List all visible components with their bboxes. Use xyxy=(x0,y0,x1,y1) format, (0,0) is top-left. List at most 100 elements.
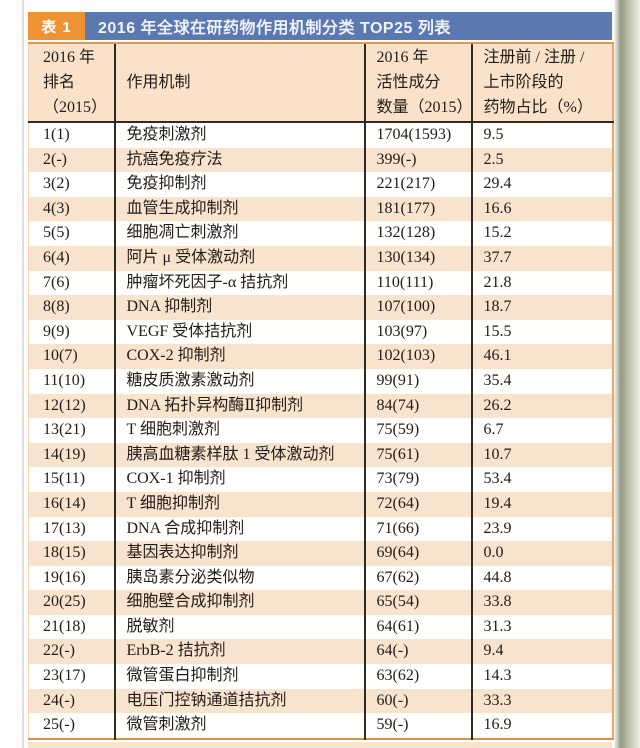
header-rank: 2016 年 排名 （2015） xyxy=(28,42,115,123)
rank-cell: 7(6) xyxy=(43,273,70,291)
table-row: 10(7) COX-2 抑制剂 102(103) 46.1 xyxy=(28,344,613,369)
rank-cell: 9(9) xyxy=(43,322,70,340)
count-cell: 110(111) xyxy=(363,270,472,296)
mechanism-cell: 胰高血糖素样肽 1 受体激动剂 xyxy=(113,442,365,468)
count-cell: 99(91) xyxy=(363,368,472,394)
header-count: 2016 年 活性成分 数量（2015） xyxy=(363,42,473,123)
table-row: 9(9) VEGF 受体拮抗剂 103(97) 15.5 xyxy=(28,319,613,345)
count-cell: 72(64) xyxy=(363,491,472,517)
share-cell: 21.8 xyxy=(470,270,613,296)
count-cell: 221(217) xyxy=(363,172,472,197)
share-cell: 16.6 xyxy=(470,196,613,222)
rank-cell: 16(14) xyxy=(43,494,86,512)
rank-cell: 3(2) xyxy=(43,175,70,193)
count-cell: 132(128) xyxy=(363,221,472,246)
count-cell: 64(61) xyxy=(363,614,472,640)
mechanism-cell: 微管蛋白抑制剂 xyxy=(113,664,365,689)
table-row: 15(11) COX-1 抑制剂 73(79) 53.4 xyxy=(28,467,613,492)
rank-cell: 2(-) xyxy=(43,150,67,168)
table-row: 1(1) 免疫刺激剂 1704(1593) 9.5 xyxy=(28,122,613,148)
cutoff-next-row-strip xyxy=(28,742,612,748)
rank-cell: 15(11) xyxy=(43,470,86,488)
count-cell: 65(54) xyxy=(363,590,472,615)
mechanism-cell: COX-1 抑制剂 xyxy=(113,467,365,492)
share-cell: 6.7 xyxy=(470,418,613,443)
mechanism-cell: 电压门控钠通道拮抗剂 xyxy=(113,688,365,714)
count-cell: 399(-) xyxy=(363,147,472,173)
table-row: 18(15) 基因表达抑制剂 69(64) 0.0 xyxy=(28,541,613,566)
count-cell: 75(59) xyxy=(363,418,472,443)
share-cell: 18.7 xyxy=(470,295,613,320)
mechanism-cell: COX-2 抑制剂 xyxy=(113,344,365,369)
table-row: 16(14) T 细胞抑制剂 72(64) 19.4 xyxy=(28,491,613,517)
header-share: 注册前 / 注册 / 上市阶段的 药物占比（%） xyxy=(470,42,613,123)
count-cell: 1704(1593) xyxy=(363,122,472,148)
table-row: 17(13) DNA 合成抑制剂 71(66) 23.9 xyxy=(28,516,613,542)
rank-cell: 23(17) xyxy=(43,667,86,685)
page-edge-left xyxy=(22,0,24,748)
rank-cell: 5(5) xyxy=(43,224,70,242)
share-cell: 16.9 xyxy=(470,713,613,739)
table-row: 14(19) 胰高血糖素样肽 1 受体激动剂 75(61) 10.7 xyxy=(28,442,613,468)
table-row: 6(4) 阿片 μ 受体激动剂 130(134) 37.7 xyxy=(28,245,613,271)
count-cell: 102(103) xyxy=(363,344,472,369)
data-table-wrapper: 2016 年 排名 （2015） 作用机制 2016 年 活性成分 数量（201… xyxy=(28,42,614,740)
mechanism-cell: VEGF 受体拮抗剂 xyxy=(113,319,365,345)
count-cell: 130(134) xyxy=(363,245,472,271)
mechanism-cell: DNA 合成抑制剂 xyxy=(113,516,365,542)
page-edge-right xyxy=(614,0,640,748)
table-title: 2016 年全球在研药物作用机制分类 TOP25 列表 xyxy=(85,12,612,40)
table-body: 1(1) 免疫刺激剂 1704(1593) 9.5 2(-) 抗癌免疫疗法 399(-) 2.… xyxy=(28,122,613,739)
mechanism-cell: 血管生成抑制剂 xyxy=(113,196,365,222)
count-cell: 181(177) xyxy=(363,196,472,222)
count-cell: 75(61) xyxy=(363,442,472,468)
table-row: 5(5) 细胞凋亡刺激剂 132(128) 15.2 xyxy=(28,221,613,246)
share-cell: 19.4 xyxy=(470,491,613,517)
top25-mechanism-table: 2016 年 排名 （2015） 作用机制 2016 年 活性成分 数量（201… xyxy=(28,42,614,740)
table-row: 4(3) 血管生成抑制剂 181(177) 16.6 xyxy=(28,196,613,222)
mechanism-cell: 基因表达抑制剂 xyxy=(113,541,365,566)
table-row: 12(12) DNA 拓扑异构酶Ⅱ抑制剂 84(74) 26.2 xyxy=(28,393,613,419)
count-cell: 64(-) xyxy=(363,639,472,665)
rank-cell: 19(16) xyxy=(43,568,86,586)
mechanism-cell: 抗癌免疫疗法 xyxy=(113,147,365,173)
rank-cell: 12(12) xyxy=(43,396,86,414)
share-cell: 35.4 xyxy=(470,368,613,394)
share-cell: 37.7 xyxy=(470,245,613,271)
count-cell: 107(100) xyxy=(363,295,472,320)
share-cell: 0.0 xyxy=(470,541,613,566)
rank-cell: 18(15) xyxy=(43,544,86,562)
rank-cell: 24(-) xyxy=(43,691,75,709)
table-number-badge: 表 1 xyxy=(28,12,85,40)
mechanism-cell: 免疫刺激剂 xyxy=(113,122,365,148)
share-cell: 15.2 xyxy=(470,221,613,246)
count-cell: 84(74) xyxy=(363,393,472,419)
table-row: 22(-) ErbB-2 拮抗剂 64(-) 9.4 xyxy=(28,639,613,665)
table-row: 23(17) 微管蛋白抑制剂 63(62) 14.3 xyxy=(28,664,613,689)
rank-cell: 17(13) xyxy=(43,519,86,537)
rank-cell: 6(4) xyxy=(43,248,70,266)
table-title-bar: 表 1 2016 年全球在研药物作用机制分类 TOP25 列表 xyxy=(28,12,612,40)
mechanism-cell: 胰岛素分泌类似物 xyxy=(113,565,365,591)
rank-cell: 1(1) xyxy=(43,126,70,143)
mechanism-cell: 肿瘤坏死因子-α 拮抗剂 xyxy=(113,270,365,296)
rank-cell: 4(3) xyxy=(43,199,70,217)
count-cell: 59(-) xyxy=(363,713,472,739)
table-row: 11(10) 糖皮质激素激动剂 99(91) 35.4 xyxy=(28,368,613,394)
table-row: 2(-) 抗癌免疫疗法 399(-) 2.5 xyxy=(28,147,613,173)
mechanism-cell: DNA 抑制剂 xyxy=(113,295,365,320)
rank-cell: 10(7) xyxy=(43,347,78,365)
rank-cell: 13(21) xyxy=(43,421,86,439)
share-cell: 23.9 xyxy=(470,516,613,542)
mechanism-cell: T 细胞抑制剂 xyxy=(113,491,365,517)
mechanism-cell: 细胞凋亡刺激剂 xyxy=(113,221,365,246)
share-cell: 10.7 xyxy=(470,442,613,468)
table-row: 21(18) 脱敏剂 64(61) 31.3 xyxy=(28,614,613,640)
mechanism-cell: ErbB-2 拮抗剂 xyxy=(113,639,365,665)
share-cell: 53.4 xyxy=(470,467,613,492)
share-cell: 46.1 xyxy=(470,344,613,369)
share-cell: 2.5 xyxy=(470,147,613,173)
mechanism-cell: 阿片 μ 受体激动剂 xyxy=(113,245,365,271)
share-cell: 9.4 xyxy=(470,639,613,665)
table-row: 20(25) 细胞壁合成抑制剂 65(54) 33.8 xyxy=(28,590,613,615)
